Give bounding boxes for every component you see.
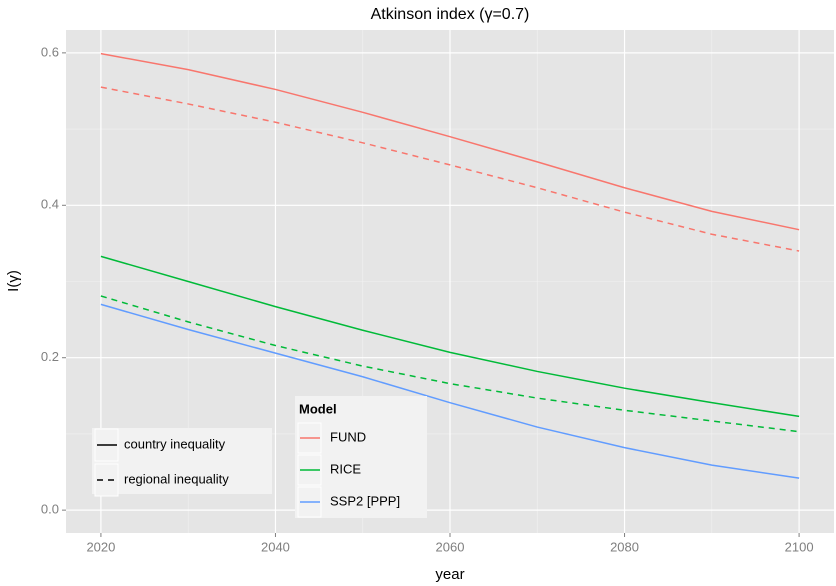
legend-background (92, 428, 272, 494)
x-tick-label: 2060 (436, 539, 465, 554)
y-tick-label: 0.6 (41, 44, 59, 59)
legend-label: country inequality (124, 436, 226, 451)
legend-title: Model (299, 401, 337, 416)
x-tick-label: 2020 (86, 539, 115, 554)
x-tick-label: 2100 (785, 539, 814, 554)
legend-label: FUND (330, 429, 366, 444)
series-line (100, 303, 800, 479)
series-line (100, 52, 800, 231)
legend-label: regional inequality (124, 471, 229, 486)
y-tick-label: 0.0 (41, 502, 59, 517)
x-tick-label: 2040 (261, 539, 290, 554)
chart-title: Atkinson index (γ=0.7) (371, 6, 530, 23)
legend-key (94, 463, 119, 497)
legend-label: SSP2 [PPP] (330, 493, 400, 508)
series-line (100, 295, 800, 433)
x-axis-label: year (435, 566, 464, 583)
series-line (100, 255, 800, 418)
y-tick-label: 0.2 (41, 349, 59, 364)
y-axis-label: I(γ) (5, 270, 22, 292)
y-tick-label: 0.4 (41, 197, 59, 212)
series-line (100, 86, 800, 252)
legend-label: RICE (330, 461, 361, 476)
x-tick-label: 2080 (610, 539, 639, 554)
